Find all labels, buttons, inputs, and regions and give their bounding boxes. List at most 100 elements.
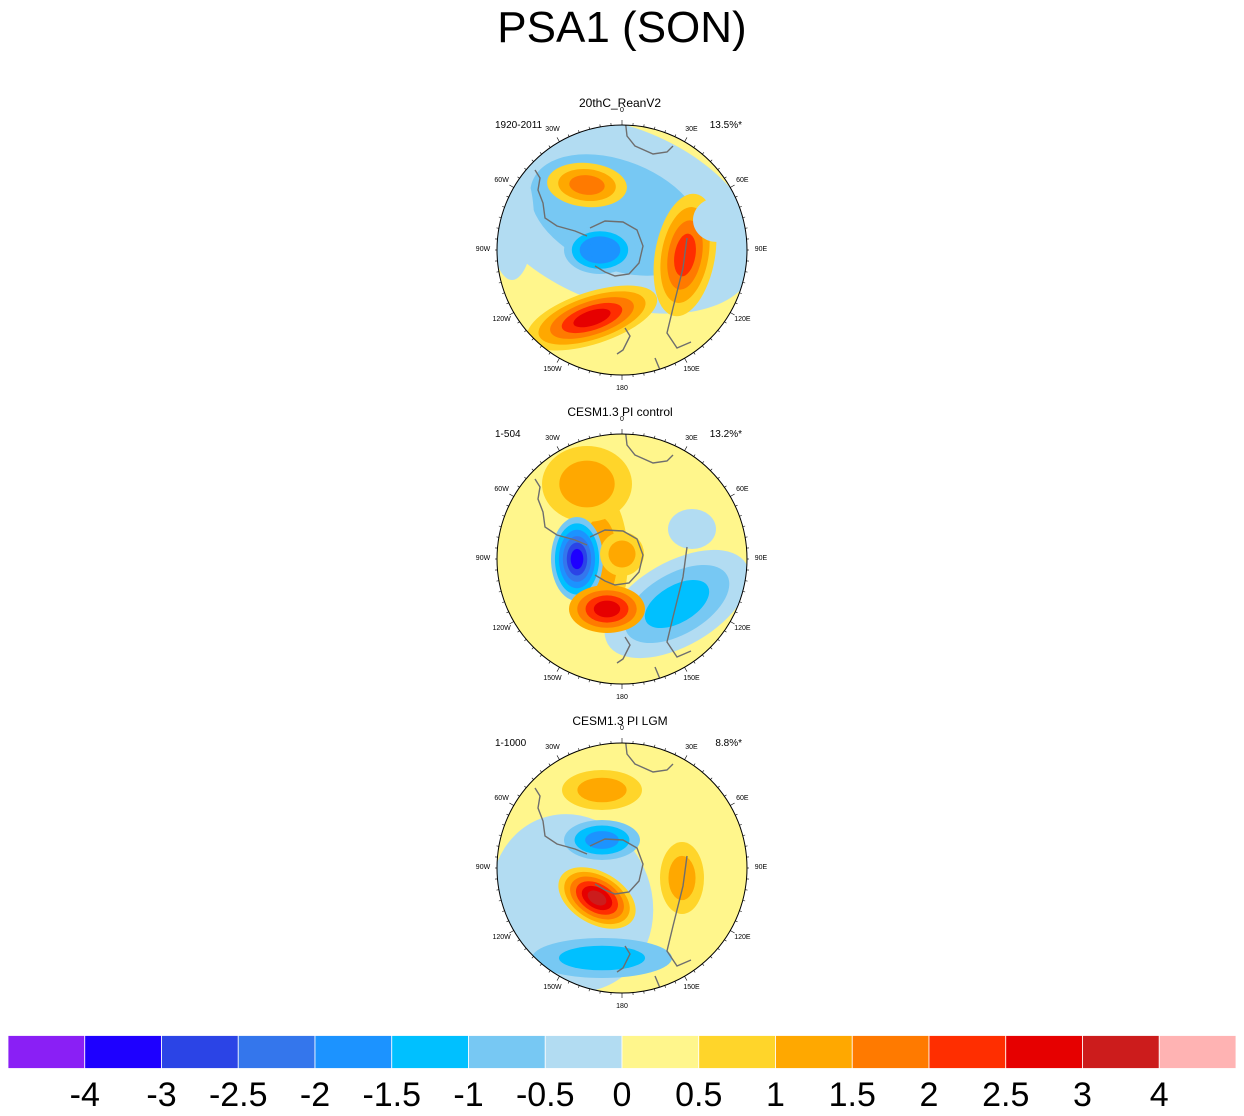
coastline: [654, 975, 661, 989]
lon-tick: [730, 184, 735, 188]
contour-band: [587, 241, 613, 259]
colorbar-swatch: [391, 1035, 469, 1069]
contour-field: [497, 125, 747, 375]
lon-tick: [724, 485, 727, 488]
lon-label: 60W: [494, 176, 509, 184]
lon-tick: [742, 282, 746, 284]
lon-tick: [693, 763, 696, 766]
colorbar-swatch: [775, 1035, 853, 1069]
lon-tick: [517, 485, 520, 488]
lon-tick: [498, 216, 502, 218]
lon-tick: [654, 370, 656, 374]
lon-tick: [702, 345, 705, 348]
lon-tick: [717, 639, 720, 642]
lon-tick: [684, 755, 688, 760]
lon-tick: [742, 216, 746, 218]
contour-band: [668, 855, 696, 901]
lon-tick: [739, 206, 742, 208]
lon-tick: [739, 292, 742, 294]
lon-tick: [567, 981, 570, 984]
colorbar-swatch: [1082, 1035, 1160, 1069]
lon-tick: [654, 679, 656, 683]
lon-tick: [724, 176, 727, 179]
lon-tick: [509, 493, 514, 497]
lon-label: 180: [616, 385, 628, 392]
lon-tick: [588, 679, 590, 683]
lon-tick: [524, 948, 527, 951]
lon-label: 120W: [492, 624, 511, 632]
contour-band: [693, 198, 741, 242]
lon-tick: [664, 439, 666, 442]
lon-tick: [502, 292, 505, 294]
lon-tick: [539, 152, 542, 155]
polar-map: [495, 738, 749, 998]
lon-tick: [556, 667, 560, 672]
contour-band: [668, 509, 716, 549]
lon-tick: [506, 195, 509, 198]
lon-tick: [524, 785, 527, 788]
lon-tick: [588, 435, 590, 439]
coastline: [589, 220, 644, 277]
lon-tick: [498, 900, 502, 902]
panel-title: CESM1.3 PI LGM: [572, 714, 668, 728]
lon-tick: [730, 802, 735, 806]
lon-tick: [567, 443, 570, 446]
lon-tick: [674, 443, 677, 446]
lon-tick: [506, 920, 509, 923]
lon-tick: [710, 338, 713, 341]
lon-tick: [693, 970, 696, 973]
coastline: [624, 743, 674, 773]
lon-label: 30E: [685, 743, 698, 751]
lon-tick: [567, 672, 570, 675]
coastline: [616, 636, 631, 664]
colorbar-tick-label: -2: [299, 1076, 331, 1114]
lon-tick: [674, 134, 677, 137]
lon-tick: [684, 667, 688, 672]
lon-tick: [524, 167, 527, 170]
colorbar-tick-label: -3: [146, 1076, 177, 1114]
colorbar-swatch: [1158, 1035, 1237, 1069]
lon-tick: [693, 352, 696, 355]
lon-tick: [664, 748, 666, 751]
coastline: [616, 327, 631, 355]
lon-tick: [509, 802, 514, 806]
lon-tick: [730, 621, 735, 625]
lon-tick: [524, 476, 527, 479]
colorbar-tick-label: 3: [1073, 1076, 1092, 1114]
lon-tick: [509, 184, 514, 188]
panel-period-label: 1-1000: [495, 738, 527, 749]
lon-label: 150E: [683, 366, 700, 374]
lon-tick: [684, 446, 688, 451]
lon-label: 90E: [754, 555, 768, 562]
coastline: [534, 478, 588, 546]
lon-label: 120E: [734, 315, 751, 323]
main-title: PSA1 (SON): [497, 3, 747, 52]
panel-title: CESM1.3 PI control: [567, 405, 673, 419]
lon-label: 60W: [494, 794, 509, 802]
lon-tick: [724, 321, 727, 324]
lon-tick: [588, 126, 590, 130]
lon-tick: [539, 654, 542, 657]
lon-label: 30W: [545, 434, 560, 442]
colorbar-tick-label: -4: [69, 1076, 100, 1114]
contour-band: [593, 600, 621, 618]
map-panel-2: CESM1.3 PI control 1-504 13.2%* 0 30E 60E 90E 1…: [470, 405, 770, 705]
lon-tick: [531, 468, 534, 471]
lon-tick: [539, 461, 542, 464]
lon-label: 0: [620, 107, 624, 114]
lon-tick: [710, 956, 713, 959]
panel-variance-label: 8.8%*: [715, 738, 742, 749]
lon-tick: [498, 834, 502, 836]
lon-label: 150W: [543, 675, 562, 683]
colorbar-swatch: [851, 1035, 930, 1069]
lon-tick: [664, 985, 666, 988]
lon-tick: [664, 367, 666, 370]
lon-tick: [702, 654, 705, 657]
colorbar-tick-label: -0.5: [515, 1076, 575, 1114]
colorbar-tick-label: -2.5: [208, 1076, 268, 1114]
lon-label: 60E: [736, 794, 749, 802]
lon-tick: [506, 504, 509, 507]
lon-tick: [588, 370, 590, 374]
lon-tick: [684, 976, 688, 981]
contour-band: [558, 945, 646, 971]
